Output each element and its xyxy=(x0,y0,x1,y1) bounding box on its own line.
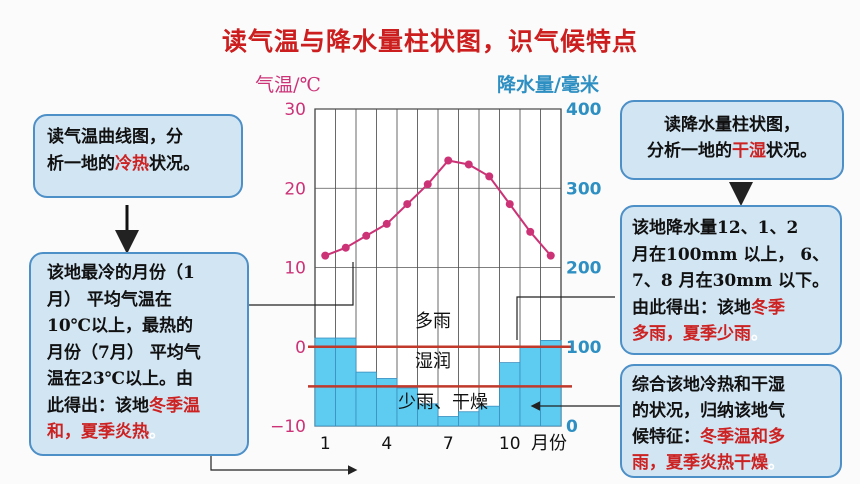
temperature-point xyxy=(505,200,514,209)
right-tick-label: 200 xyxy=(566,259,602,279)
precipitation-bar xyxy=(335,337,357,427)
precipitation-result-box: 该地降水量12、1、2 月在100mm 以上， 6、 7、8 月在30mm 以下… xyxy=(620,205,842,355)
temperature-result-box: 该地最冷的月份（1 月） 平均气温在 10℃以上，最热的 月份（7月） 平均气 … xyxy=(29,252,249,456)
temperature-line xyxy=(321,156,555,260)
temperature-point xyxy=(362,231,371,240)
page-title: 读气温与降水量柱状图，识气候特点 xyxy=(221,27,638,56)
temperature-point xyxy=(341,243,350,252)
connector-temp xyxy=(240,262,354,306)
precipitation-bar xyxy=(437,416,459,427)
climate-summary-box: 综合该地冷热和干湿 的状况，归纳该地气 候特征：冬季温和多 雨，夏季炎热干燥。 xyxy=(620,364,842,478)
reference-lines xyxy=(308,345,572,388)
temperature-point xyxy=(464,160,473,169)
left-tick-label: 10 xyxy=(284,259,306,279)
right-tick-label: 400 xyxy=(566,100,602,120)
temp-read-line-1: 读气温曲线图，分 xyxy=(47,127,183,147)
connector-precip xyxy=(516,296,615,340)
right-tick-label: 100 xyxy=(566,338,602,358)
precipitation-bar xyxy=(458,411,480,427)
x-tick-label: 7 xyxy=(443,434,454,454)
left-axis-title: 气温/℃ xyxy=(255,74,321,96)
precipitation-read-box: 读降水量柱状图， 分析一地的干湿状况。 xyxy=(620,100,844,180)
left-tick-label: 30 xyxy=(284,100,306,120)
right-axis-title: 降水量/毫米 xyxy=(497,73,600,96)
right-tick-label: 300 xyxy=(566,179,602,199)
x-axis-title: 月份 xyxy=(531,433,567,454)
left-tick-label: 0 xyxy=(295,338,306,358)
temperature-point xyxy=(321,251,330,260)
left-tick-label: 20 xyxy=(284,179,306,199)
zone-label-rainy: 多雨 xyxy=(415,311,451,332)
zone-label-dry: 少雨、干燥 xyxy=(398,392,488,413)
precipitation-bar xyxy=(314,337,336,427)
precipitation-bar xyxy=(540,340,562,427)
precipitation-bar xyxy=(417,403,439,427)
x-tick-label: 10 xyxy=(499,434,521,454)
precipitation-bar xyxy=(355,371,377,427)
zone-label-humid: 湿润 xyxy=(415,351,451,372)
right-tick-label: 0 xyxy=(566,417,578,437)
x-tick-label: 4 xyxy=(381,434,392,454)
temperature-point xyxy=(526,227,535,236)
temperature-point xyxy=(423,180,432,189)
precipitation-bar xyxy=(499,362,521,427)
x-tick-label: 1 xyxy=(320,434,331,454)
temperature-point xyxy=(485,172,494,181)
temperature-point xyxy=(403,200,412,209)
temperature-point xyxy=(382,219,391,228)
temperature-point xyxy=(444,156,453,165)
left-tick-label: −10 xyxy=(270,417,306,437)
temperature-point xyxy=(546,251,555,260)
temperature-read-box: 读气温曲线图，分 析一地的冷热状况。 xyxy=(33,114,243,198)
